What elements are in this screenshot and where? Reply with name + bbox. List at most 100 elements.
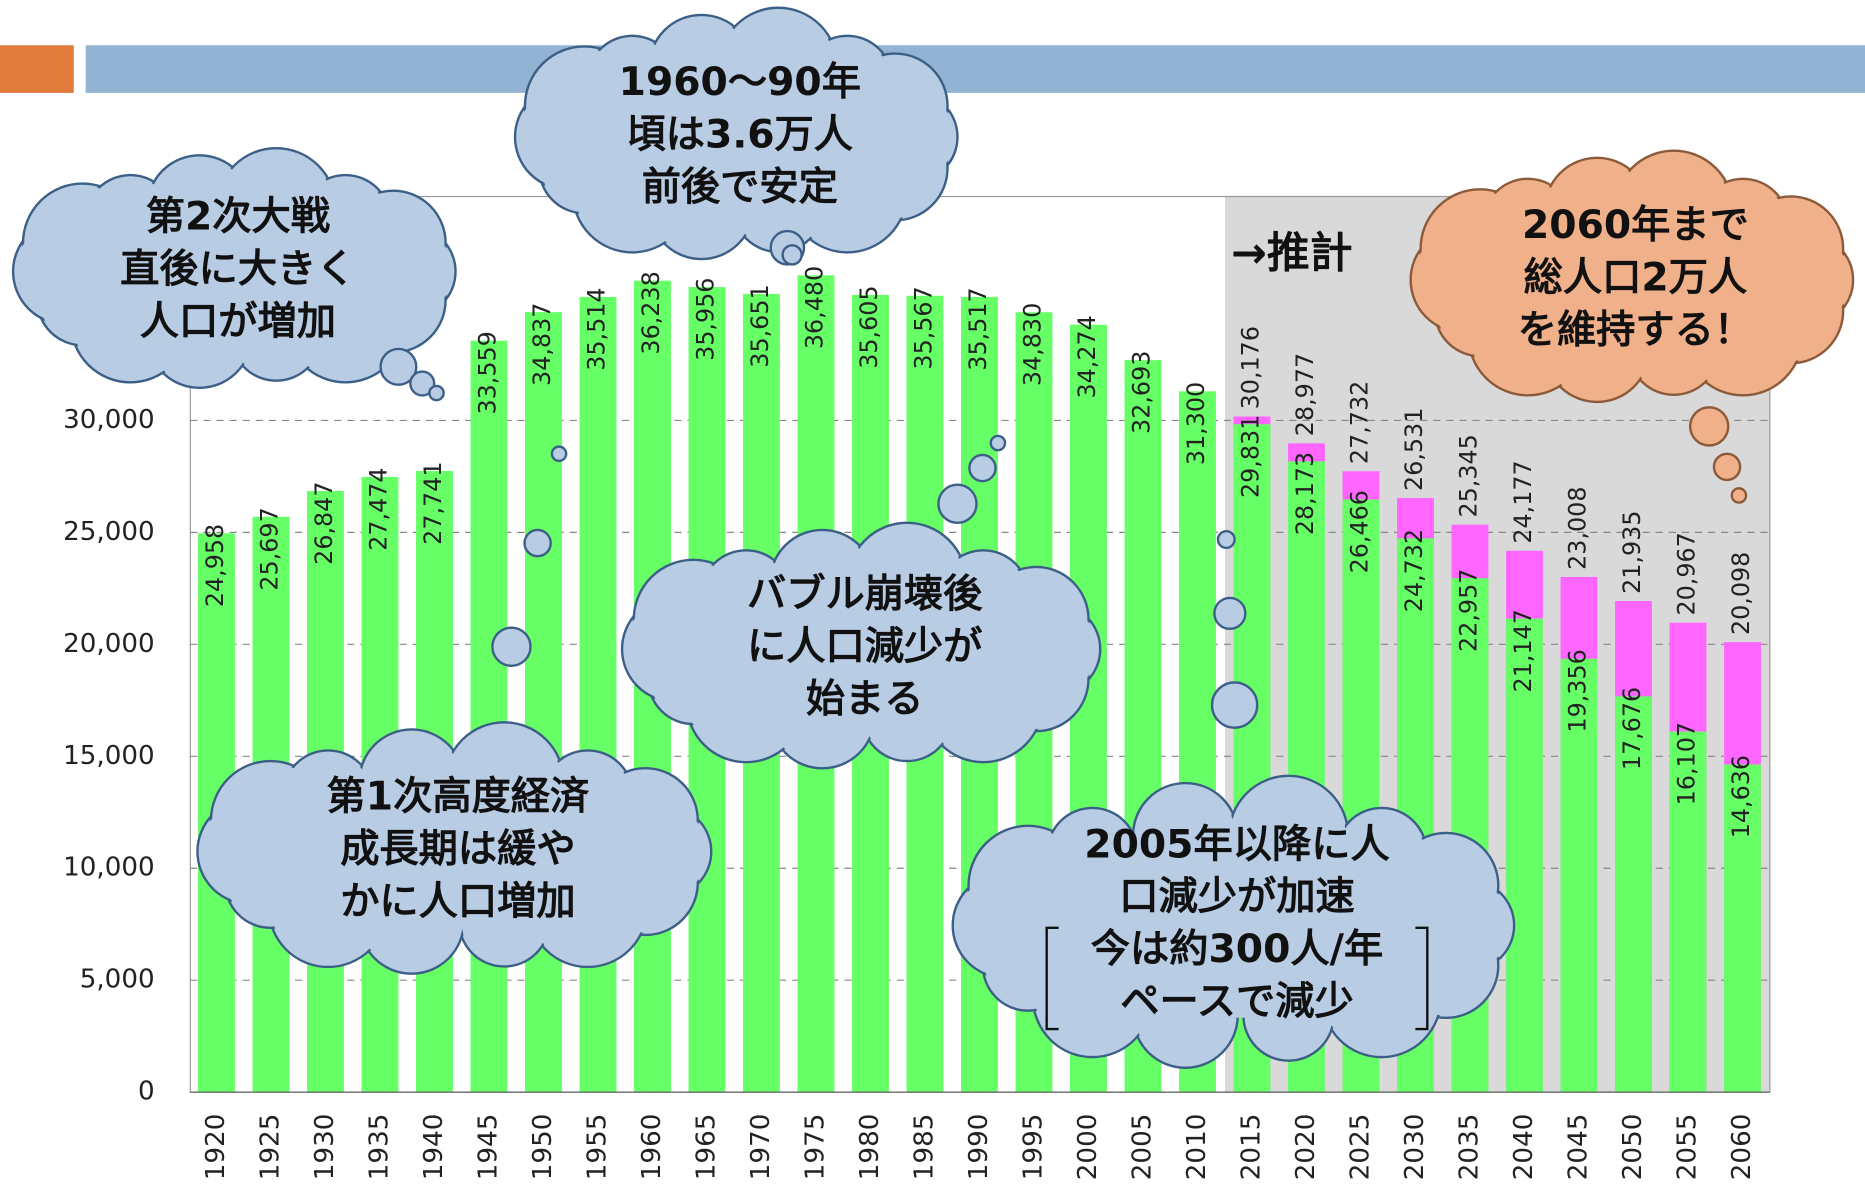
value-label: 24,177 <box>1509 460 1537 543</box>
x-tick-label: 1975 <box>800 1114 830 1181</box>
y-tick-label: 20,000 <box>63 629 155 659</box>
cloud-bubble <box>1730 487 1748 504</box>
cloud-bubble <box>523 528 552 558</box>
cloud-body <box>674 580 1056 718</box>
value-label: 17,676 <box>1618 687 1646 770</box>
callout-text: 第2次大戦 <box>146 195 331 240</box>
value-label: 35,651 <box>746 284 774 367</box>
cloud-bubble <box>1210 681 1259 729</box>
callout-text: 第1次高度経済 <box>327 775 590 820</box>
value-label: 27,741 <box>419 461 447 544</box>
x-tick-label: 2005 <box>1127 1114 1157 1181</box>
bar <box>579 296 617 1093</box>
bracket <box>1415 926 1429 1031</box>
value-label: 35,567 <box>909 286 937 369</box>
bar <box>525 312 562 1093</box>
cloud-body <box>249 780 667 924</box>
value-label: 21,147 <box>1509 609 1537 692</box>
x-tick-label: 2010 <box>1182 1114 1212 1181</box>
x-tick-label: 2030 <box>1400 1114 1430 1181</box>
callout-text: 今は約300人/年 <box>1091 927 1383 972</box>
x-tick-label: 1935 <box>364 1114 394 1181</box>
x-tick-label: 2020 <box>1291 1114 1321 1181</box>
value-label: 29,831 <box>1236 415 1264 498</box>
cloud-bubble <box>1216 529 1236 550</box>
value-label: 24,958 <box>201 524 229 607</box>
callout-text: 2060年まで <box>1522 203 1749 248</box>
x-tick-label: 1930 <box>310 1114 340 1181</box>
x-tick-label: 1955 <box>582 1114 612 1181</box>
cloud-bubble <box>781 244 803 266</box>
callout-text: ペースで減少 <box>1120 979 1353 1024</box>
value-label: 14,636 <box>1727 755 1755 838</box>
bar <box>1724 764 1761 1093</box>
y-tick-label: 15,000 <box>63 741 155 771</box>
x-tick-label: 1965 <box>691 1114 721 1181</box>
cloud-bubble <box>937 483 978 525</box>
cloud-body <box>1005 833 1469 1018</box>
value-label: 33,559 <box>473 331 501 414</box>
value-label: 36,238 <box>637 271 665 354</box>
value-label: 27,474 <box>364 467 392 550</box>
value-label: 21,935 <box>1618 511 1646 594</box>
bar <box>1669 731 1707 1093</box>
x-tick-label: 1990 <box>964 1114 994 1181</box>
callout-text: 始まる <box>806 677 924 722</box>
cloud-bubble <box>989 434 1007 452</box>
callout-text: 口減少が加速 <box>1119 875 1354 920</box>
callout-text: 成長期は緩や <box>340 827 575 872</box>
value-label: 26,466 <box>1345 490 1373 573</box>
value-label: 16,107 <box>1673 722 1701 805</box>
cloud-bubble <box>1712 452 1742 482</box>
callout-text: 直後に大きく <box>120 247 355 292</box>
value-label: 19,356 <box>1563 649 1591 732</box>
y-tick-label: 10,000 <box>63 853 155 883</box>
x-tick-label: 2025 <box>1345 1114 1375 1181</box>
x-tick-label: 2045 <box>1563 1114 1593 1181</box>
x-tick-label: 2015 <box>1236 1114 1266 1181</box>
callout-text: 1960～90年 <box>619 60 861 105</box>
cloud-bubble <box>968 453 997 483</box>
cloud-bubble <box>1213 596 1247 631</box>
x-tick-label: 1940 <box>419 1114 449 1181</box>
value-label: 26,531 <box>1400 408 1428 491</box>
cloud-body <box>1462 208 1808 352</box>
x-tick-label: 2035 <box>1454 1114 1484 1181</box>
value-label: 23,008 <box>1563 486 1591 569</box>
bar <box>1615 696 1652 1093</box>
value-label: 35,956 <box>691 278 719 361</box>
header-bar <box>85 45 1865 93</box>
value-label: 32,693 <box>1127 351 1155 434</box>
callout-text: 頃は3.6万人 <box>627 112 854 157</box>
callout-text: 前後で安定 <box>642 165 838 210</box>
x-tick-label: 1985 <box>909 1114 939 1181</box>
cloud-bubble <box>379 347 418 386</box>
x-tick-label: 2040 <box>1509 1114 1539 1181</box>
value-label: 28,977 <box>1291 353 1319 436</box>
value-label: 27,732 <box>1345 381 1373 464</box>
value-label: 25,697 <box>255 507 283 590</box>
value-label: 35,605 <box>855 285 883 368</box>
y-tick-label: 25,000 <box>63 517 155 547</box>
bar <box>1560 658 1598 1093</box>
callout-text: に人口減少が <box>747 625 983 670</box>
value-label: 26,847 <box>310 481 338 564</box>
value-label: 28,173 <box>1291 452 1319 535</box>
callout-text: 総人口2万人 <box>1524 255 1748 300</box>
value-label: 34,830 <box>1018 303 1046 386</box>
value-label: 31,300 <box>1182 382 1210 465</box>
x-tick-label: 2055 <box>1673 1114 1703 1181</box>
x-tick-label: 2000 <box>1073 1114 1103 1181</box>
value-label: 36,480 <box>800 266 828 349</box>
x-tick-label: 2060 <box>1727 1114 1757 1181</box>
x-tick-label: 1970 <box>746 1114 776 1181</box>
value-label: 35,517 <box>964 287 992 370</box>
bar <box>470 340 508 1093</box>
